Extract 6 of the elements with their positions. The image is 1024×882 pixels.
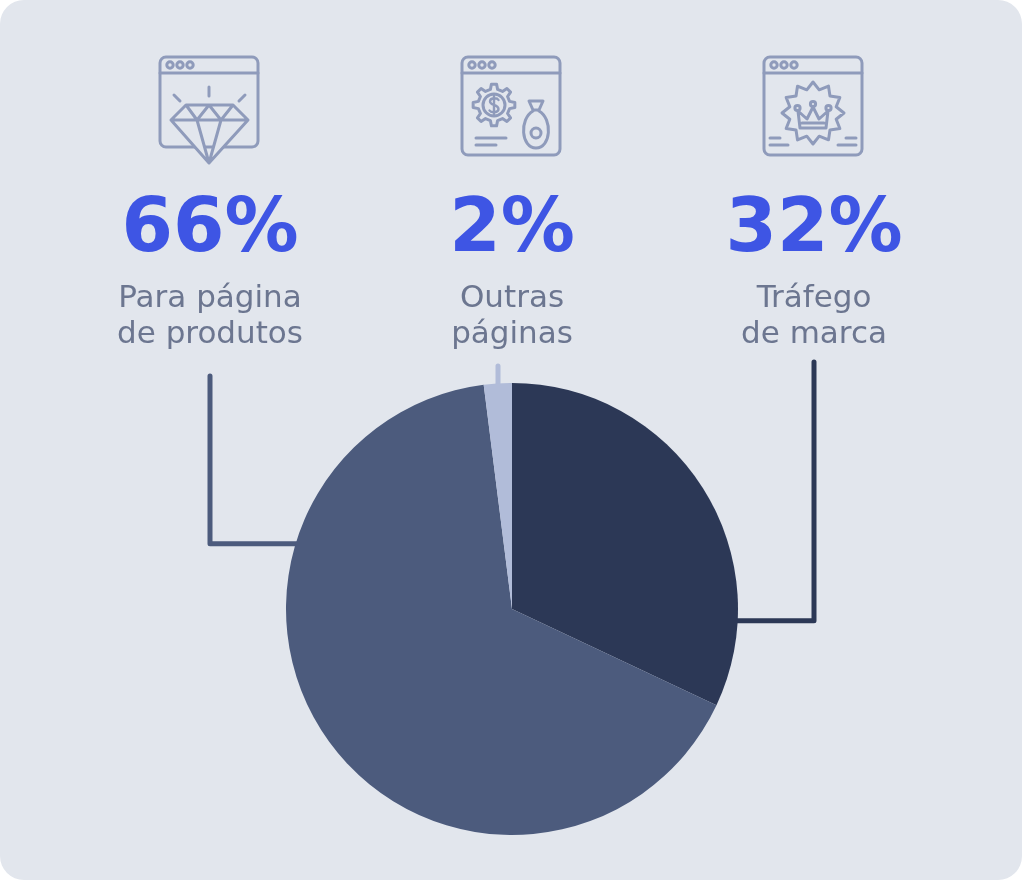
slice-label: Tráfego de marca bbox=[741, 278, 887, 350]
data-label: 2% bbox=[449, 182, 575, 268]
data-label: 66% bbox=[121, 182, 299, 268]
data-label: 32% bbox=[725, 182, 903, 268]
slice-label: Outras páginas bbox=[451, 278, 573, 350]
slice-label: Para página de produtos bbox=[117, 278, 303, 350]
